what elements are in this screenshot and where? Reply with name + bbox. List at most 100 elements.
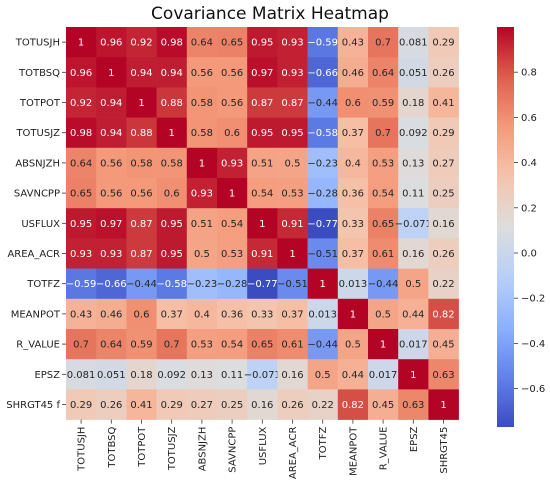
cell-value-label: 0.53 <box>281 189 303 200</box>
column-tick-label: TOTPOT <box>137 426 148 468</box>
row-tick-label: USFLUX <box>21 219 60 230</box>
cell-value-label: 1 <box>138 98 144 109</box>
row-tick-label: TOTPOT <box>19 98 61 109</box>
cell-value-label: 1 <box>320 279 326 290</box>
cell-value-label: 0.59 <box>372 98 394 109</box>
heatmap-cell <box>277 117 308 149</box>
cell-value-label: 0.56 <box>221 98 243 109</box>
heatmap-cell <box>428 389 459 420</box>
heatmap-cell <box>398 178 429 209</box>
cell-value-label: 0.97 <box>251 68 273 79</box>
heatmap-cell <box>156 87 188 118</box>
heatmap-cell <box>217 208 248 239</box>
cell-value-label: 0.27 <box>432 158 454 169</box>
heatmap-cell <box>428 87 459 118</box>
heatmap-cell <box>186 238 218 269</box>
heatmap-cell <box>337 329 369 360</box>
cell-value-label: −0.66 <box>307 68 338 79</box>
heatmap-cell <box>337 178 369 209</box>
heatmap-cell <box>156 178 188 209</box>
cell-value-label: 1 <box>78 38 84 49</box>
heatmap-cell <box>96 389 127 420</box>
cell-value-label: 0.58 <box>161 158 183 169</box>
cell-value-label: 0.58 <box>130 158 152 169</box>
cell-value-label: 0.56 <box>100 158 122 169</box>
heatmap-cell <box>217 389 248 420</box>
cell-value-label: 0.94 <box>161 68 183 79</box>
colorbar-tick-label: 0.2 <box>521 203 537 214</box>
row-tick-label: TOTFZ <box>26 279 60 290</box>
heatmap-cell <box>277 359 308 390</box>
cell-value-label: 0.6 <box>224 128 240 139</box>
cell-value-label: 0.98 <box>161 38 183 49</box>
heatmap-cell <box>217 147 248 179</box>
cell-value-label: 0.96 <box>70 68 92 79</box>
cell-value-label: 1 <box>410 370 416 381</box>
cell-value-label: 0.33 <box>342 219 364 230</box>
cell-value-label: −0.77 <box>247 279 278 290</box>
cell-value-label: 0.45 <box>432 340 454 351</box>
heatmap-cell <box>247 268 278 300</box>
heatmap-cell <box>398 208 429 239</box>
heatmap-cell <box>96 178 127 209</box>
cell-value-label: 0.6 <box>134 309 150 320</box>
heatmap-cell <box>307 268 339 300</box>
cell-value-label: 0.4 <box>194 309 210 320</box>
cell-value-label: 0.092 <box>399 128 428 139</box>
cell-value-label: 0.51 <box>191 219 213 230</box>
colorbar <box>497 27 514 427</box>
cell-value-label: 0.051 <box>97 370 126 381</box>
cell-value-label: 0.5 <box>285 158 301 169</box>
cell-value-label: −0.44 <box>307 340 338 351</box>
heatmap-cell <box>337 87 369 118</box>
cell-value-label: −0.58 <box>156 279 187 290</box>
cell-value-label: 0.44 <box>342 370 364 381</box>
heatmap-cell <box>96 208 127 239</box>
cell-value-label: 0.93 <box>221 158 243 169</box>
heatmap-cell <box>368 268 399 300</box>
heatmap-cell <box>368 389 399 420</box>
cell-value-label: 0.16 <box>402 249 424 260</box>
cell-value-label: 0.43 <box>70 309 92 320</box>
colorbar-tick-label: 0.6 <box>521 113 537 124</box>
heatmap-cell <box>277 389 308 420</box>
heatmap-cell <box>277 329 308 360</box>
heatmap-cell <box>217 329 248 360</box>
cell-value-label: 0.18 <box>402 98 424 109</box>
heatmap-cell <box>307 298 339 330</box>
cell-value-label: 0.26 <box>432 249 454 260</box>
heatmap-cell <box>307 389 339 420</box>
heatmap-cell <box>66 389 97 420</box>
heatmap-cell <box>398 359 429 390</box>
heatmap-cell <box>217 27 248 58</box>
cell-value-label: 0.65 <box>251 340 273 351</box>
heatmap-cell <box>217 359 248 390</box>
row-tick-label: TOTUSJZ <box>15 128 60 139</box>
cell-value-label: 0.37 <box>281 309 303 320</box>
cell-value-label: 0.95 <box>161 219 183 230</box>
cell-value-label: −0.28 <box>307 189 338 200</box>
heatmap-cell <box>247 329 278 360</box>
heatmap-cell <box>277 238 308 269</box>
column-tick-label: TOTUSJZ <box>167 426 178 471</box>
heatmap-cell <box>156 389 188 420</box>
cell-value-label: 0.61 <box>372 249 394 260</box>
heatmap-cell <box>307 329 339 360</box>
cell-value-label: 0.56 <box>191 68 213 79</box>
heatmap-cell <box>186 298 218 330</box>
row-tick-label: ABSNJZH <box>15 158 60 169</box>
cell-value-label: 0.26 <box>281 400 303 411</box>
column-tick-label: R_VALUE <box>379 427 390 471</box>
cell-value-label: 0.95 <box>251 38 273 49</box>
heatmap-cell <box>247 57 278 88</box>
cell-value-label: 0.94 <box>130 68 152 79</box>
column-tick-label: EPSZ <box>409 426 420 452</box>
heatmap-cell <box>277 87 308 118</box>
heatmap-cell <box>66 27 97 58</box>
heatmap-cell <box>96 147 127 179</box>
heatmap-cell <box>428 298 459 330</box>
cell-value-label: 0.94 <box>100 128 122 139</box>
cell-value-label: 0.29 <box>161 400 183 411</box>
cell-value-label: 0.25 <box>221 400 243 411</box>
heatmap-cell <box>66 87 97 118</box>
